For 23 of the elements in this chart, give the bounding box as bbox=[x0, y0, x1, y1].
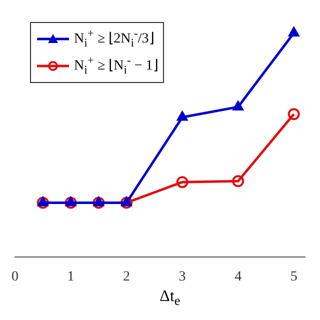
legend-label: N$_{i}$$^{+}$ ≥ ⌊2N$_{i}$$^{-}$/3⌋ bbox=[74, 26, 154, 52]
point bbox=[232, 175, 244, 188]
x-tick-label: 1 bbox=[67, 269, 74, 284]
point bbox=[120, 196, 133, 209]
x-tick-label: 4 bbox=[234, 269, 242, 284]
x-tick-label: 2 bbox=[123, 269, 130, 284]
x-tick-label: 5 bbox=[290, 269, 298, 284]
x-tick-label: 0 bbox=[12, 269, 18, 284]
point bbox=[288, 108, 300, 120]
point bbox=[176, 176, 188, 188]
point bbox=[176, 111, 188, 121]
point bbox=[288, 26, 300, 36]
point bbox=[64, 196, 77, 209]
x-axis-title: Δt$_{e}$ bbox=[158, 288, 182, 310]
point bbox=[121, 196, 132, 206]
point bbox=[38, 196, 48, 206]
point bbox=[232, 100, 244, 110]
point bbox=[36, 196, 49, 209]
x-tick-label: 3 bbox=[178, 269, 186, 284]
point bbox=[93, 196, 104, 206]
point bbox=[92, 196, 105, 209]
point bbox=[65, 196, 76, 206]
legend-label: N$_{i}$$^{+}$ ≥ ⌊N$_{i}$$^{-}$ − 1⌋ bbox=[74, 53, 158, 79]
